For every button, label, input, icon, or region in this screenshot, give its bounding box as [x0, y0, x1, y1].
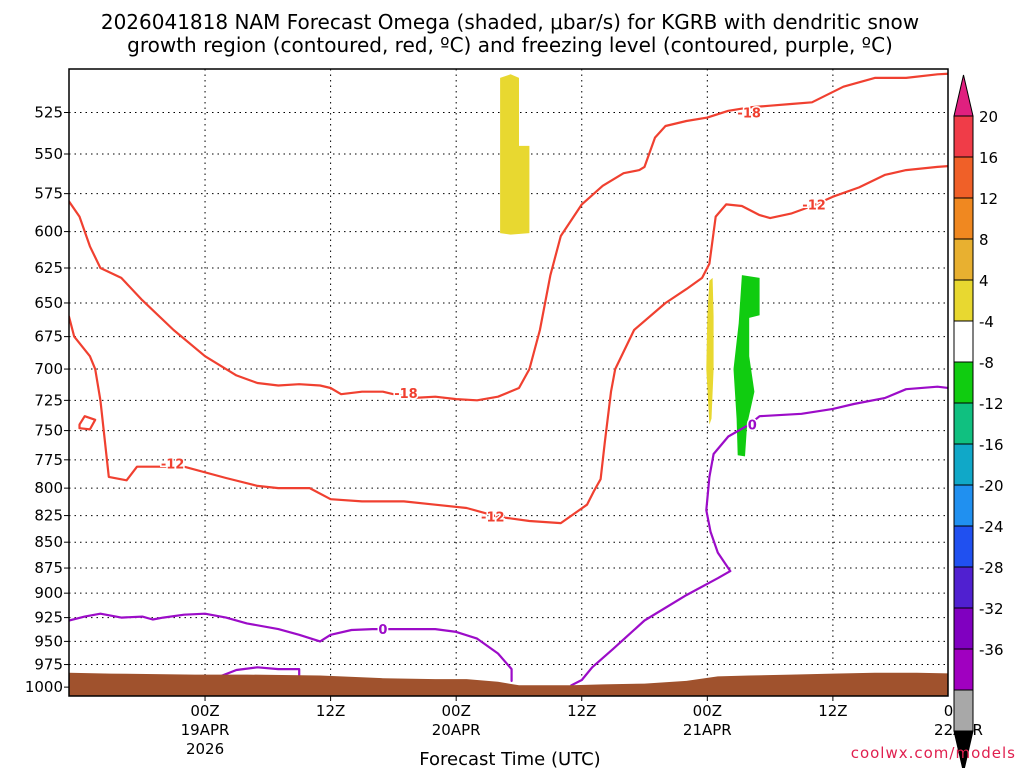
- colorbar-swatch-11: [953, 566, 974, 609]
- ytick-label-800: 800: [34, 479, 63, 497]
- contour-label-1-2: -12: [481, 511, 505, 526]
- colorbar-label-1: 16: [979, 149, 998, 167]
- ytick-label-725: 725: [34, 391, 63, 409]
- ytick-label-1000: 1000: [25, 678, 63, 696]
- x-axis-title: Forecast Time (UTC): [419, 749, 600, 768]
- colorbar-swatch-4: [953, 279, 974, 322]
- ytick-label-975: 975: [34, 656, 63, 674]
- colorbar-swatch-13: [953, 648, 974, 691]
- ytick-label-775: 775: [34, 451, 63, 469]
- colorbar-swatch-1: [953, 156, 974, 199]
- contour-label-3-0: 0: [378, 623, 387, 638]
- ytick-label-925: 925: [34, 609, 63, 627]
- terrain-fill: [69, 672, 948, 696]
- colorbar-label-3: 8: [979, 231, 989, 249]
- contour-labels: -18 -18 -12 -12 -12 0 0: [159, 105, 827, 640]
- ytick-label-625: 625: [34, 259, 63, 277]
- contour-label-1-0: -12: [802, 198, 826, 213]
- colorbar-label-7: -12: [979, 395, 1004, 413]
- contour-label-1-1: -12: [161, 457, 185, 472]
- ytick-label-850: 850: [34, 533, 63, 551]
- contour-temperature-3: [69, 612, 513, 682]
- xtick-label-1: 12Z: [316, 702, 345, 720]
- chart-title-line-2: growth region (contoured, red, ºC) and f…: [127, 33, 893, 57]
- colorbar-swatch-3: [953, 238, 974, 281]
- ytick-label-950: 950: [34, 632, 63, 650]
- colorbar-label-6: -8: [979, 354, 994, 372]
- contour-label-0-0: -18: [737, 107, 761, 122]
- xtick-date-4: 21APR: [683, 721, 732, 739]
- colorbar-swatch-10: [953, 525, 974, 568]
- xtick-label-5: 12Z: [818, 702, 847, 720]
- colorbar-bottom-arrow: [953, 730, 974, 768]
- colorbar-swatch-14: [953, 689, 974, 732]
- colorbar-label-10: -24: [979, 518, 1004, 536]
- temperature-contours: [69, 72, 948, 687]
- colorbar-label-5: -4: [979, 313, 994, 331]
- contour-temperature-2: [78, 415, 97, 431]
- colorbar-label-4: 4: [979, 272, 989, 290]
- contour-temperature-1: [69, 72, 948, 402]
- colorbar: 20 16 12 8 4 -4 -8 -12 -16 -20 -24 -28 -32 -36: [953, 74, 1004, 768]
- colorbar-swatch-8: [953, 443, 974, 486]
- colorbar-swatch-5: [953, 320, 974, 363]
- ytick-label-650: 650: [34, 294, 63, 312]
- omega-region-1: [706, 277, 714, 425]
- colorbar-label-13: -36: [979, 641, 1004, 659]
- ytick-label-700: 700: [34, 360, 63, 378]
- ytick-label-750: 750: [34, 422, 63, 440]
- contour-temperature-5: [214, 666, 301, 680]
- colorbar-label-12: -32: [979, 600, 1004, 618]
- contour-temperature-4: [570, 385, 948, 687]
- colorbar-label-11: -28: [979, 559, 1004, 577]
- credit-text: coolwx.com/models: [851, 744, 1016, 762]
- ytick-label-575: 575: [34, 185, 63, 203]
- colorbar-swatch-7: [953, 402, 974, 445]
- xtick-label-3: 12Z: [567, 702, 596, 720]
- colorbar-label-9: -20: [979, 477, 1004, 495]
- contour-label-0-1: -18: [394, 387, 418, 402]
- xtick-year-0: 2026: [186, 740, 224, 758]
- colorbar-swatch-6: [953, 361, 974, 404]
- ytick-label-550: 550: [34, 145, 63, 163]
- xtick-label-2: 00Z: [441, 702, 470, 720]
- colorbar-top-arrow: [953, 74, 974, 117]
- terrain-area: [69, 672, 948, 696]
- omega-region-0: [500, 74, 530, 235]
- colorbar-label-0: 20: [979, 108, 998, 126]
- ytick-label-600: 600: [34, 223, 63, 241]
- colorbar-label-8: -16: [979, 436, 1004, 454]
- plot-frame: [68, 68, 949, 697]
- colorbar-swatch-0: [953, 115, 974, 158]
- colorbar-swatch-12: [953, 607, 974, 650]
- y-axis: 525 550 575 600 625 650 675 700 725 750 775 800 825 8…: [25, 104, 69, 696]
- contour-temperature-0: [69, 164, 948, 525]
- colorbar-swatch-2: [953, 197, 974, 240]
- xtick-date-2: 20APR: [432, 721, 481, 739]
- contour-label-3-1: 0: [748, 419, 757, 434]
- ytick-label-875: 875: [34, 559, 63, 577]
- omega-shading: [500, 74, 760, 457]
- ytick-label-900: 900: [34, 584, 63, 602]
- chart-title: 2026041818 NAM Forecast Omega (shaded, μ…: [101, 10, 919, 57]
- xtick-label-4: 00Z: [693, 702, 722, 720]
- ytick-label-675: 675: [34, 328, 63, 346]
- ytick-label-825: 825: [34, 507, 63, 525]
- colorbar-label-2: 12: [979, 190, 998, 208]
- x-axis: 00Z19APR202612Z00Z20APR12Z00Z21APR12Z00Z…: [181, 696, 983, 758]
- chart-title-line-1: 2026041818 NAM Forecast Omega (shaded, μ…: [101, 10, 919, 34]
- xtick-date-0: 19APR: [181, 721, 230, 739]
- colorbar-swatch-9: [953, 484, 974, 527]
- ytick-label-525: 525: [34, 104, 63, 122]
- omega-region-2: [733, 275, 760, 457]
- xtick-label-0: 00Z: [190, 702, 219, 720]
